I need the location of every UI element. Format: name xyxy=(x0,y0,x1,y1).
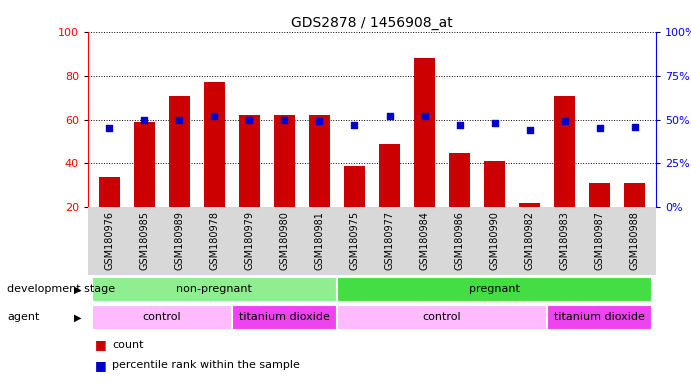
Text: GSM180981: GSM180981 xyxy=(314,211,324,270)
Bar xyxy=(589,183,610,207)
Text: count: count xyxy=(112,340,144,350)
Text: ▶: ▶ xyxy=(73,284,81,294)
Point xyxy=(314,118,325,124)
Point xyxy=(278,117,290,123)
Point xyxy=(454,122,465,128)
Bar xyxy=(239,115,260,207)
Text: GSM180983: GSM180983 xyxy=(560,211,570,270)
Point xyxy=(173,117,184,123)
Point xyxy=(524,127,536,133)
Text: ■: ■ xyxy=(95,359,111,372)
Bar xyxy=(169,96,189,207)
Bar xyxy=(379,144,400,207)
Text: ■: ■ xyxy=(95,338,111,351)
Text: agent: agent xyxy=(7,312,39,322)
Bar xyxy=(133,122,155,207)
Point xyxy=(209,113,220,119)
Point xyxy=(594,125,605,131)
Bar xyxy=(414,58,435,207)
Text: GSM180989: GSM180989 xyxy=(174,211,184,270)
Bar xyxy=(344,166,365,207)
Text: non-pregnant: non-pregnant xyxy=(176,284,252,294)
Bar xyxy=(449,152,470,207)
Text: GSM180987: GSM180987 xyxy=(595,211,605,270)
Text: control: control xyxy=(423,312,462,322)
Point xyxy=(104,125,115,131)
Point xyxy=(630,124,641,130)
Bar xyxy=(519,203,540,207)
Text: GSM180978: GSM180978 xyxy=(209,211,219,270)
Text: GSM180985: GSM180985 xyxy=(139,211,149,270)
Text: control: control xyxy=(142,312,181,322)
Point xyxy=(349,122,360,128)
Text: percentile rank within the sample: percentile rank within the sample xyxy=(112,360,300,370)
Bar xyxy=(204,83,225,207)
Text: development stage: development stage xyxy=(7,284,115,294)
Bar xyxy=(337,277,652,302)
Text: GSM180975: GSM180975 xyxy=(350,211,359,270)
Text: titanium dioxide: titanium dioxide xyxy=(554,312,645,322)
Point xyxy=(419,113,430,119)
Text: GSM180986: GSM180986 xyxy=(455,211,464,270)
Title: GDS2878 / 1456908_at: GDS2878 / 1456908_at xyxy=(291,16,453,30)
Text: GSM180990: GSM180990 xyxy=(490,211,500,270)
Bar xyxy=(625,183,645,207)
Text: GSM180977: GSM180977 xyxy=(384,211,395,270)
Text: GSM180980: GSM180980 xyxy=(279,211,290,270)
Point xyxy=(559,118,570,124)
Bar xyxy=(484,161,505,207)
Point xyxy=(244,117,255,123)
Bar xyxy=(91,305,231,330)
Text: GSM180982: GSM180982 xyxy=(524,211,535,270)
Text: GSM180976: GSM180976 xyxy=(104,211,114,270)
Bar xyxy=(274,115,295,207)
Text: pregnant: pregnant xyxy=(469,284,520,294)
Text: GSM180988: GSM180988 xyxy=(630,211,640,270)
Bar xyxy=(91,277,337,302)
Text: GSM180979: GSM180979 xyxy=(245,211,254,270)
Bar xyxy=(231,305,337,330)
Bar xyxy=(547,305,652,330)
Text: ▶: ▶ xyxy=(73,312,81,322)
Bar xyxy=(554,96,576,207)
Text: GSM180984: GSM180984 xyxy=(419,211,430,270)
Bar xyxy=(337,305,547,330)
Text: titanium dioxide: titanium dioxide xyxy=(239,312,330,322)
Point xyxy=(489,120,500,126)
Point xyxy=(139,117,150,123)
Point xyxy=(384,113,395,119)
Bar xyxy=(99,177,120,207)
Bar xyxy=(309,115,330,207)
